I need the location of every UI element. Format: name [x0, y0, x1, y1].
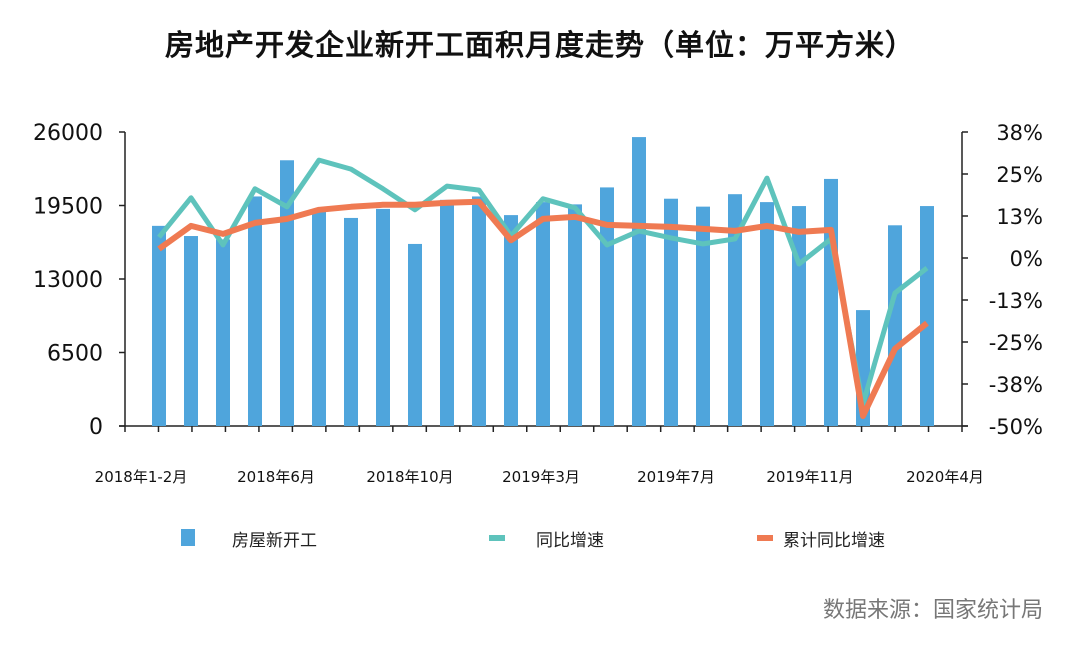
- legend-swatch-cumulative: [757, 535, 773, 541]
- x-tick-label: 2018年6月: [237, 468, 315, 486]
- left-tick-label: 6500: [47, 342, 103, 367]
- x-tick-label: 2019年7月: [637, 468, 715, 486]
- right-tick-label: 25%: [996, 163, 1043, 187]
- x-tick-label: 2019年11月: [766, 468, 853, 486]
- left-tick-label: 19500: [33, 195, 103, 220]
- legend-swatch-bar: [181, 529, 195, 546]
- bar-2020年3月: [888, 225, 902, 426]
- right-tick-label: 38%: [996, 121, 1043, 145]
- right-tick-label: -13%: [989, 289, 1043, 313]
- legend-swatch-yoy: [489, 535, 505, 541]
- legend-label-yoy: 同比增速: [536, 531, 604, 551]
- bar-2019年6月: [632, 137, 646, 427]
- bar-2019年9月: [728, 194, 742, 426]
- bar-2018年12月: [472, 196, 486, 426]
- x-tick-label: 2018年10月: [366, 468, 453, 486]
- x-tick-label: 2020年4月: [906, 468, 984, 486]
- left-tick-label: 0: [89, 415, 103, 440]
- bar-2020年4月: [920, 206, 934, 426]
- bar-2019年10月: [760, 202, 774, 426]
- bar-2019年1-2月: [504, 215, 518, 426]
- bar-2018年3月: [184, 236, 198, 426]
- right-tick-label: 13%: [996, 205, 1043, 229]
- bar-2019年7月: [664, 198, 678, 426]
- bar-2019年11月: [792, 206, 806, 426]
- bar-2019年5月: [600, 187, 614, 426]
- bar-2018年1-2月: [152, 225, 166, 426]
- x-tick-label: 2019年3月: [502, 468, 580, 486]
- bar-2018年10月: [408, 243, 422, 426]
- bar-2018年9月: [376, 208, 390, 426]
- bar-2019年3月: [536, 202, 550, 426]
- source-note: 数据来源：国家统计局: [822, 598, 1043, 623]
- bar-2018年11月: [440, 199, 454, 426]
- right-tick-label: -25%: [989, 331, 1043, 355]
- right-tick-label: 0%: [1010, 247, 1043, 271]
- left-tick-label: 26000: [33, 121, 103, 146]
- bar-2018年7月: [312, 210, 326, 426]
- right-tick-label: -50%: [989, 415, 1043, 439]
- x-tick-label: 2018年1-2月: [95, 468, 188, 486]
- chart-title: 房地产开发企业新开工面积月度走势（单位：万平方米）: [164, 28, 915, 62]
- legend-label-cumulative: 累计同比增速: [783, 531, 885, 551]
- bar-2018年5月: [248, 196, 262, 426]
- bar-2019年4月: [568, 204, 582, 426]
- bar-2018年8月: [344, 217, 358, 426]
- bar-2018年4月: [216, 239, 230, 426]
- bar-2018年6月: [280, 160, 294, 426]
- legend-label-new-starts: 房屋新开工: [232, 531, 317, 551]
- bar-2019年8月: [696, 206, 710, 426]
- left-tick-label: 13000: [33, 268, 103, 293]
- bar-2019年12月: [824, 178, 838, 426]
- right-tick-label: -38%: [989, 373, 1043, 397]
